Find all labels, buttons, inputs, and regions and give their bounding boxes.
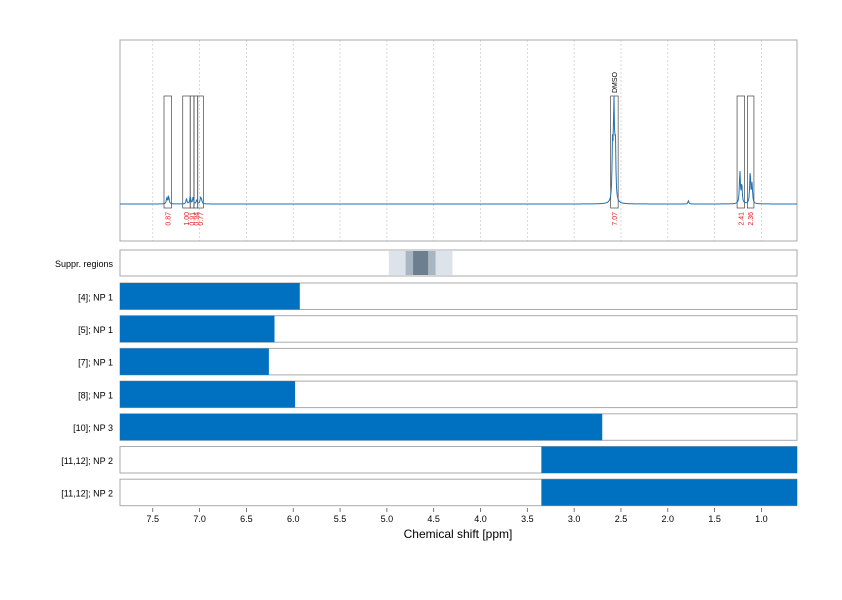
x-tick-label: 1.0: [755, 514, 768, 524]
x-tick-label: 3.5: [521, 514, 534, 524]
x-tick-label: 3.0: [568, 514, 581, 524]
x-tick-label: 2.5: [615, 514, 628, 524]
x-tick-label: 4.5: [427, 514, 440, 524]
spectrum-trace: [120, 95, 797, 205]
range-row-label: [4]; NP 1: [78, 292, 113, 302]
integral-region-box: [189, 95, 195, 209]
solvent-annotation-label: DMSO: [612, 71, 619, 93]
x-tick-label: 6.0: [287, 514, 300, 524]
x-tick-label: 7.5: [147, 514, 160, 524]
x-tick-label: 6.5: [240, 514, 253, 524]
range-bar: [120, 348, 269, 375]
integral-region-box: [193, 95, 199, 209]
suppressed-regions-frame: [119, 249, 798, 277]
integral-region-box: [163, 95, 172, 209]
range-bar: [120, 283, 300, 310]
spectrum-panel: 0.87 1.000.910.940.77 7.07 DMSO 2.41 2.36: [119, 39, 798, 242]
integral-value-label: 0.87: [165, 212, 172, 226]
integral-region-box: [182, 95, 191, 209]
range-bar: [120, 413, 603, 441]
integral-value-label: 1.00: [184, 212, 191, 226]
range-bars-panel: [4]; NP 1 [5]; NP 1 [7]; NP 1 [8]; NP 1 [10]…: [61, 282, 798, 507]
range-row-label: [11,12]; NP 2: [61, 488, 113, 498]
spectrum-frame: [119, 39, 798, 242]
integral-value-label: 0.94: [193, 212, 200, 226]
x-axis-label: Chemical shift [ppm]: [404, 527, 513, 541]
range-bar: [541, 479, 797, 506]
x-tick-label: 5.0: [381, 514, 394, 524]
x-tick-label: 7.0: [193, 514, 206, 524]
x-tick-label: 4.0: [474, 514, 487, 524]
integral-region-box: [197, 95, 204, 209]
range-bar: [541, 446, 797, 473]
x-tick-label: 2.0: [662, 514, 675, 524]
range-row-label: [10]; NP 3: [73, 423, 113, 433]
range-row-label: [11,12]; NP 2: [61, 456, 113, 466]
integral-value-label: 0.77: [198, 212, 205, 226]
range-row-label: [5]; NP 1: [78, 325, 113, 335]
integral-value-label: 0.91: [190, 212, 197, 226]
integral-region-box: [736, 95, 745, 209]
integral-value-label: 2.41: [738, 212, 745, 226]
integral-region-box: [747, 95, 755, 209]
range-row-label: [7]; NP 1: [78, 358, 113, 368]
grid-layer: [152, 40, 762, 241]
suppressed-regions-label: Suppr. regions: [55, 259, 114, 269]
suppressed-band: [413, 251, 429, 275]
range-row-label: [8]; NP 1: [78, 390, 113, 400]
x-tick-label: 5.5: [334, 514, 347, 524]
suppressed-regions-panel: Suppr. regions: [55, 249, 798, 277]
range-bar: [120, 315, 275, 343]
integral-value-label: 2.36: [748, 212, 755, 226]
range-bar: [120, 381, 296, 408]
x-axis: 7.5 7.0 6.5 6.0 5.5 5.0 4.5 4.0 3.5 3.0 2.5 2.0 1.5 1…: [147, 508, 768, 524]
x-tick-label: 1.5: [708, 514, 721, 524]
integral-value-label: 7.07: [612, 212, 619, 226]
